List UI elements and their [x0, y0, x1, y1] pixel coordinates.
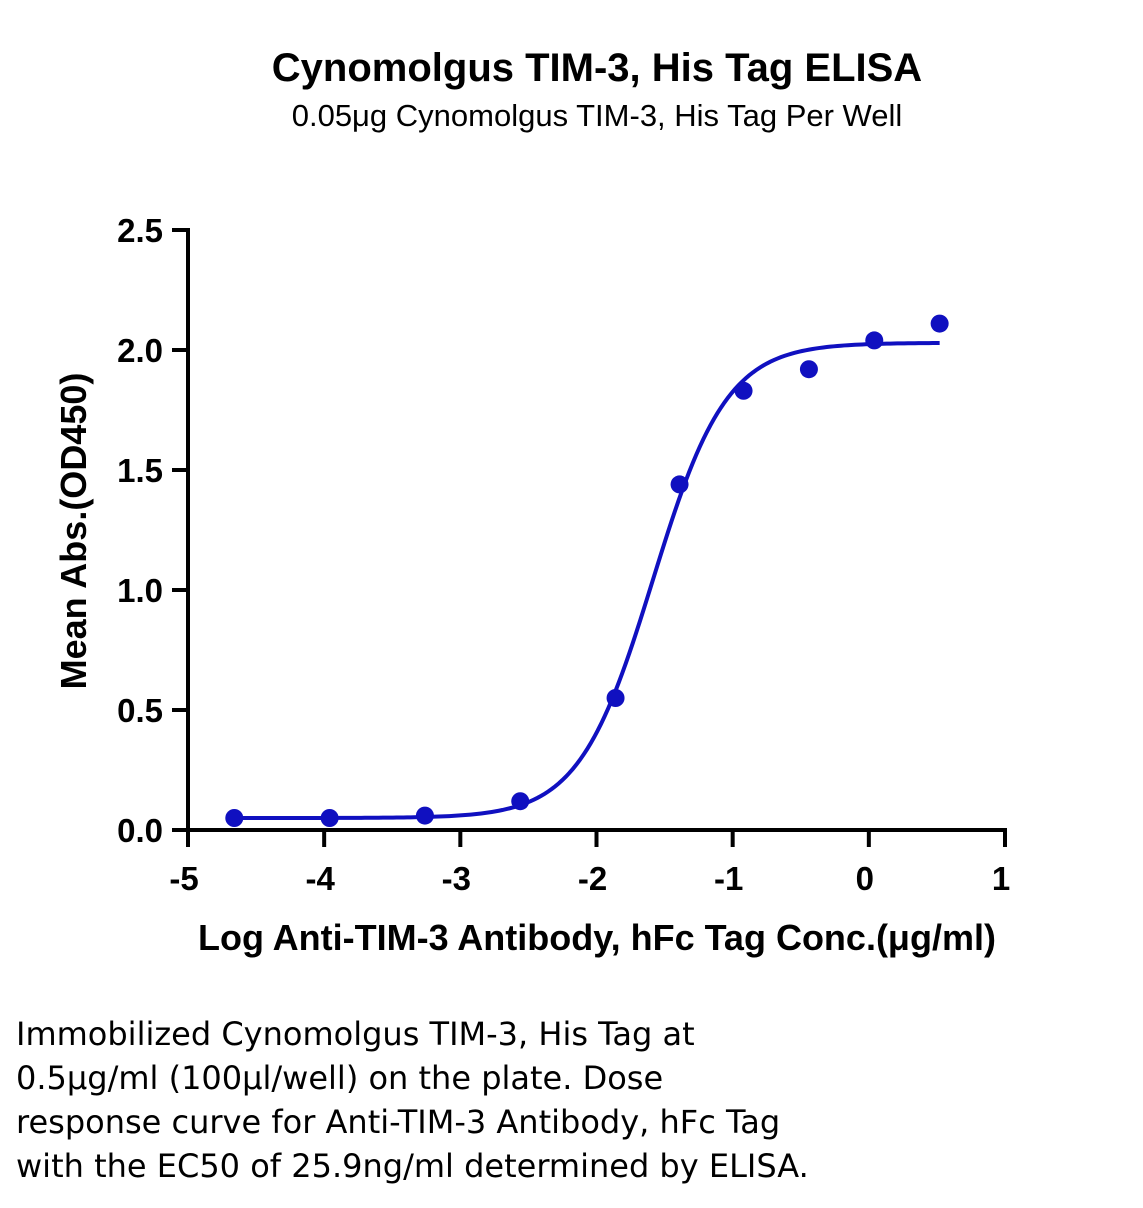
data-point [606, 689, 625, 707]
data-point [415, 806, 434, 825]
data-point [734, 381, 753, 400]
x-ticks: -5 -4 -3 -2 -1 0 1 [169, 830, 1010, 897]
y-tick-label: 2.0 [117, 332, 163, 369]
y-tick-label: 1.0 [117, 572, 163, 609]
y-tick-label: 1.5 [117, 452, 163, 489]
y-tick-label: 2.5 [117, 212, 163, 249]
elisa-chart: 0.0 0.5 1.0 1.5 2.0 2.5 -5 -4 -3 -2 -1 0 1 Mean Abs… [53, 212, 1010, 958]
data-point [670, 475, 689, 494]
fit-curve [234, 341, 940, 820]
data-point [799, 360, 818, 379]
figure-caption: Immobilized Cynomolgus TIM-3, His Tag at… [16, 1015, 809, 1185]
data-points [225, 314, 949, 827]
x-axis-label: Log Anti-TIM-3 Antibody, hFc Tag Conc.(μ… [198, 917, 996, 958]
data-point [865, 331, 884, 350]
chart-subtitle: 0.05μg Cynomolgus TIM-3, His Tag Per Wel… [291, 98, 903, 133]
fit-curve-line [234, 341, 940, 820]
data-point [320, 809, 339, 827]
x-tick-label: -3 [442, 860, 471, 897]
data-point [930, 314, 949, 333]
data-point [225, 809, 244, 827]
chart-title: Cynomolgus TIM-3, His Tag ELISA [271, 46, 923, 90]
x-tick-label: -1 [714, 860, 743, 897]
data-point [511, 792, 530, 811]
x-tick-label: 0 [856, 860, 874, 897]
y-axis-label: Mean Abs.(OD450) [53, 373, 94, 690]
y-ticks: 0.0 0.5 1.0 1.5 2.0 2.5 [117, 212, 188, 849]
y-tick-label: 0.5 [117, 692, 163, 729]
x-tick-label: -2 [578, 860, 607, 897]
y-tick-label: 0.0 [117, 812, 163, 849]
x-tick-label: -4 [305, 860, 335, 897]
x-tick-label: 1 [992, 860, 1010, 897]
x-tick-label: -5 [169, 860, 198, 897]
